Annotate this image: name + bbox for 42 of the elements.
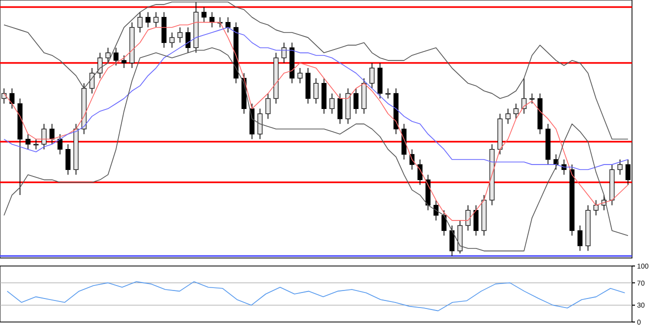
candlestick [42,124,46,150]
candlestick [474,204,478,236]
candlestick [594,200,598,216]
candlestick [514,103,518,120]
candlestick [226,16,230,33]
candlestick [106,47,110,64]
candlestick [338,93,342,124]
candlestick [10,88,14,110]
candlestick [266,93,270,120]
candlestick [50,124,54,145]
candlestick [330,93,334,114]
candlestick [442,210,446,236]
candlestick [466,204,470,231]
candlestick [146,12,150,28]
candlestick [178,27,182,44]
candlestick [170,32,174,48]
candlestick [282,42,286,64]
candlestick [354,88,358,114]
candlestick [314,78,318,104]
candlestick [138,12,142,33]
candlestick [186,27,190,54]
candlestick [370,62,374,89]
candlestick [34,138,38,150]
candlestick [522,78,526,114]
candlestick [506,108,510,124]
candlestick [98,52,102,79]
candlestick [114,47,118,66]
candlestick [258,108,262,140]
candlestick [530,93,534,104]
candlestick [58,134,62,155]
candlestick [26,134,30,150]
candlestick [202,6,206,23]
candlestick [418,159,422,186]
candlestick [298,68,302,84]
candlestick [618,159,622,176]
candlestick [154,12,158,28]
candlestick [578,225,582,252]
candlestick [386,88,390,99]
candlestick [66,144,70,176]
candlestick [122,54,126,68]
candlestick [90,68,94,94]
line-series [6,281,626,312]
